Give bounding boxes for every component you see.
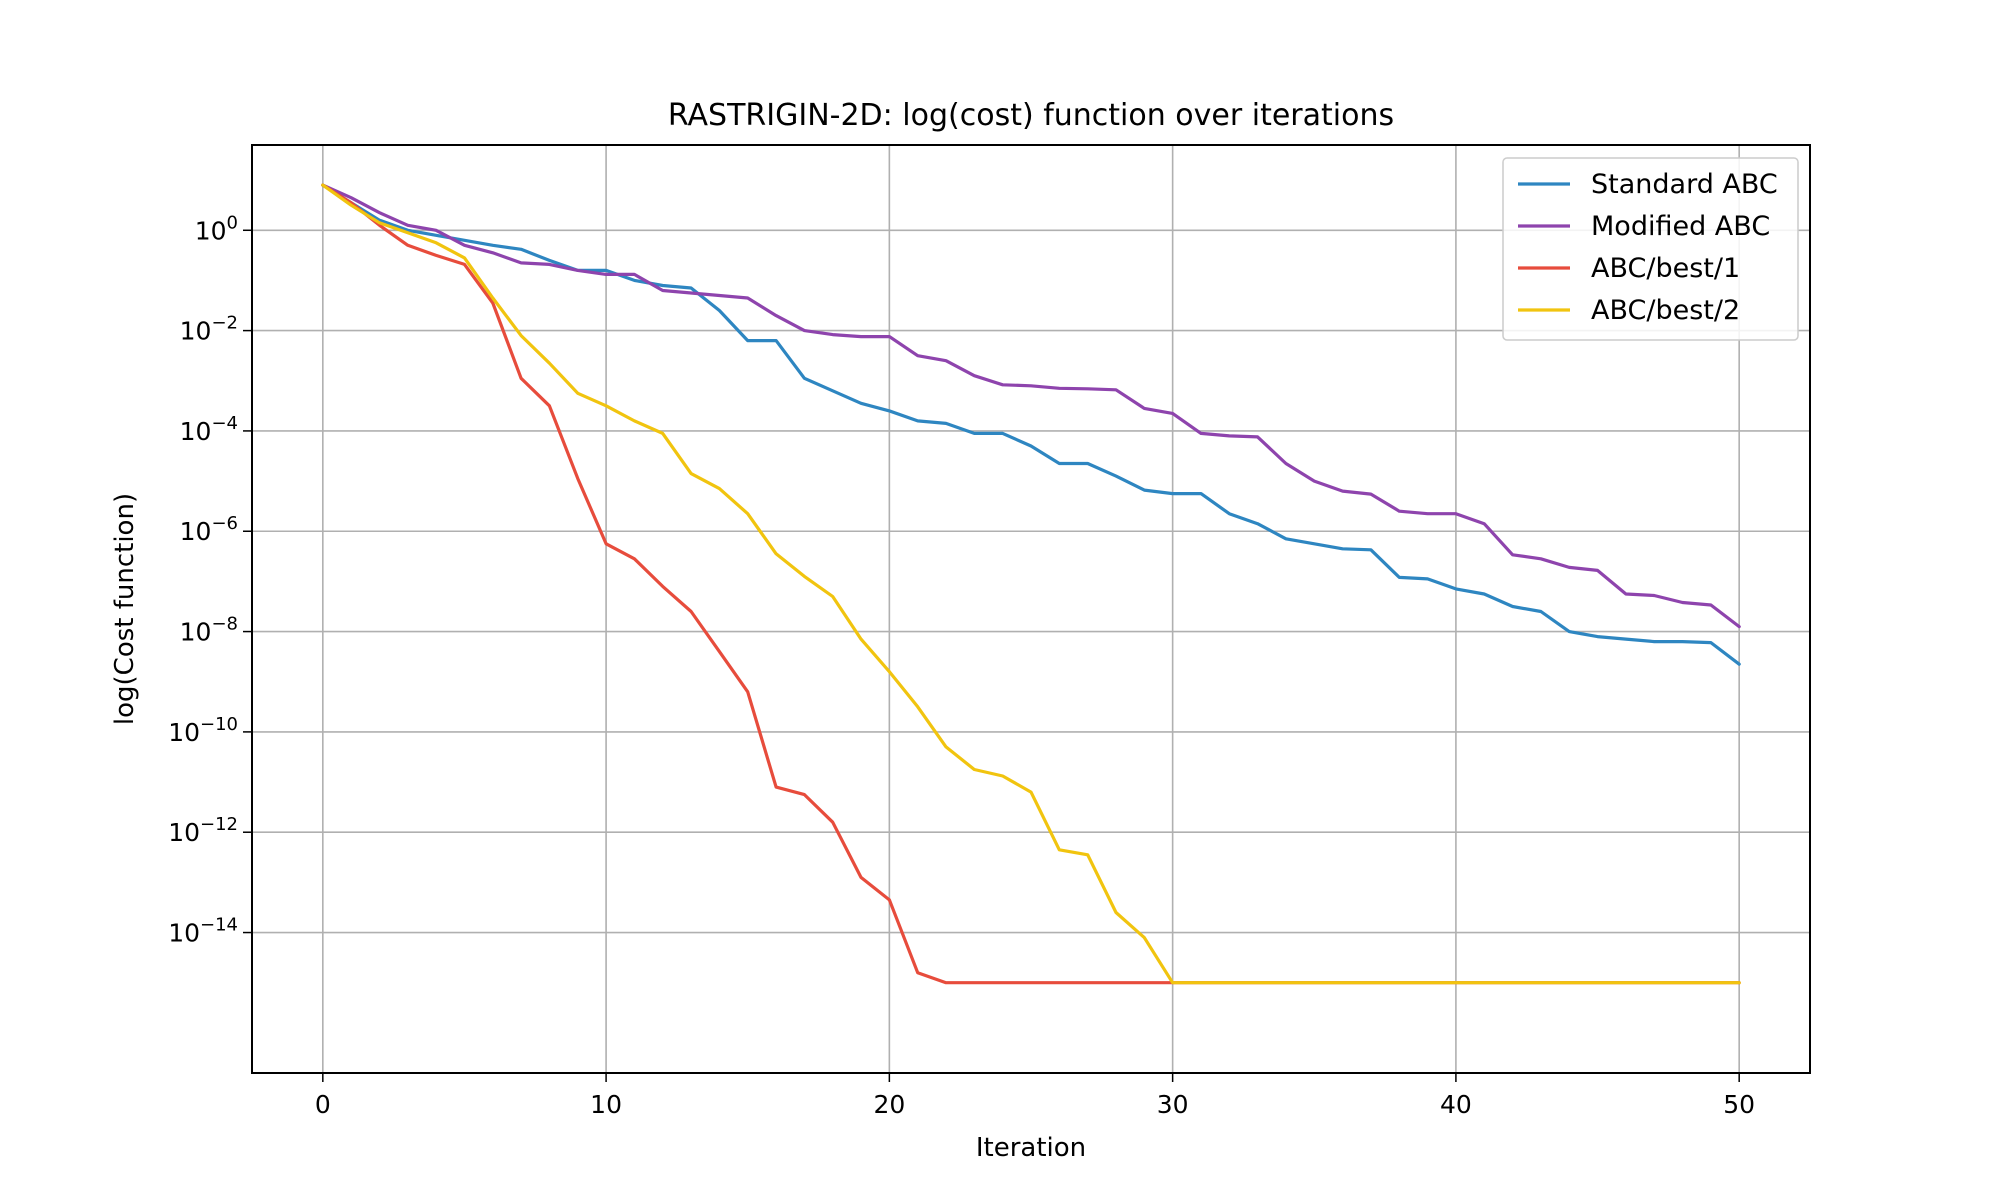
series-line-abc-best-2 <box>321 183 1741 985</box>
y-tick-label: 10−4 <box>180 413 238 446</box>
legend-label: ABC/best/1 <box>1591 253 1740 284</box>
x-tick-label: 50 <box>1723 1090 1755 1119</box>
y-tick-label: 10−8 <box>180 614 238 647</box>
plot-frame <box>251 144 1811 1074</box>
x-axis-label: Iteration <box>976 1133 1086 1163</box>
x-tick-label: 0 <box>315 1090 331 1119</box>
legend-box <box>1502 157 1799 341</box>
x-axis: 0 10 20 30 40 50 <box>315 1073 1755 1119</box>
legend-label: Standard ABC <box>1591 169 1778 200</box>
y-tick-label: 10−14 <box>168 915 238 948</box>
legend-label: Modified ABC <box>1591 211 1770 242</box>
series-line-modified-abc <box>321 183 1741 629</box>
legend: Standard ABC Modified ABC ABC/best/1 ABC/be… <box>1502 157 1799 341</box>
x-tick-label: 10 <box>590 1090 622 1119</box>
chart-title: RASTRIGIN-2D: log(cost) function over it… <box>668 98 1394 133</box>
y-tick-label: 10−12 <box>168 814 238 847</box>
legend-label: ABC/best/2 <box>1591 295 1740 326</box>
series-lines <box>321 183 1741 985</box>
y-tick-label: 10−6 <box>180 513 238 546</box>
x-tick-label: 20 <box>873 1090 905 1119</box>
y-tick-label: 100 <box>195 212 238 245</box>
y-axis-label: log(Cost function) <box>110 493 140 725</box>
series-line-standard-abc <box>321 183 1741 666</box>
y-tick-label: 10−2 <box>180 313 238 346</box>
x-tick-label: 40 <box>1440 1090 1472 1119</box>
x-tick-label: 30 <box>1157 1090 1189 1119</box>
y-axis: 100 10−2 10−4 10−6 10−8 10−10 10−12 10−14 <box>168 212 252 948</box>
y-tick-label: 10−10 <box>168 714 238 747</box>
